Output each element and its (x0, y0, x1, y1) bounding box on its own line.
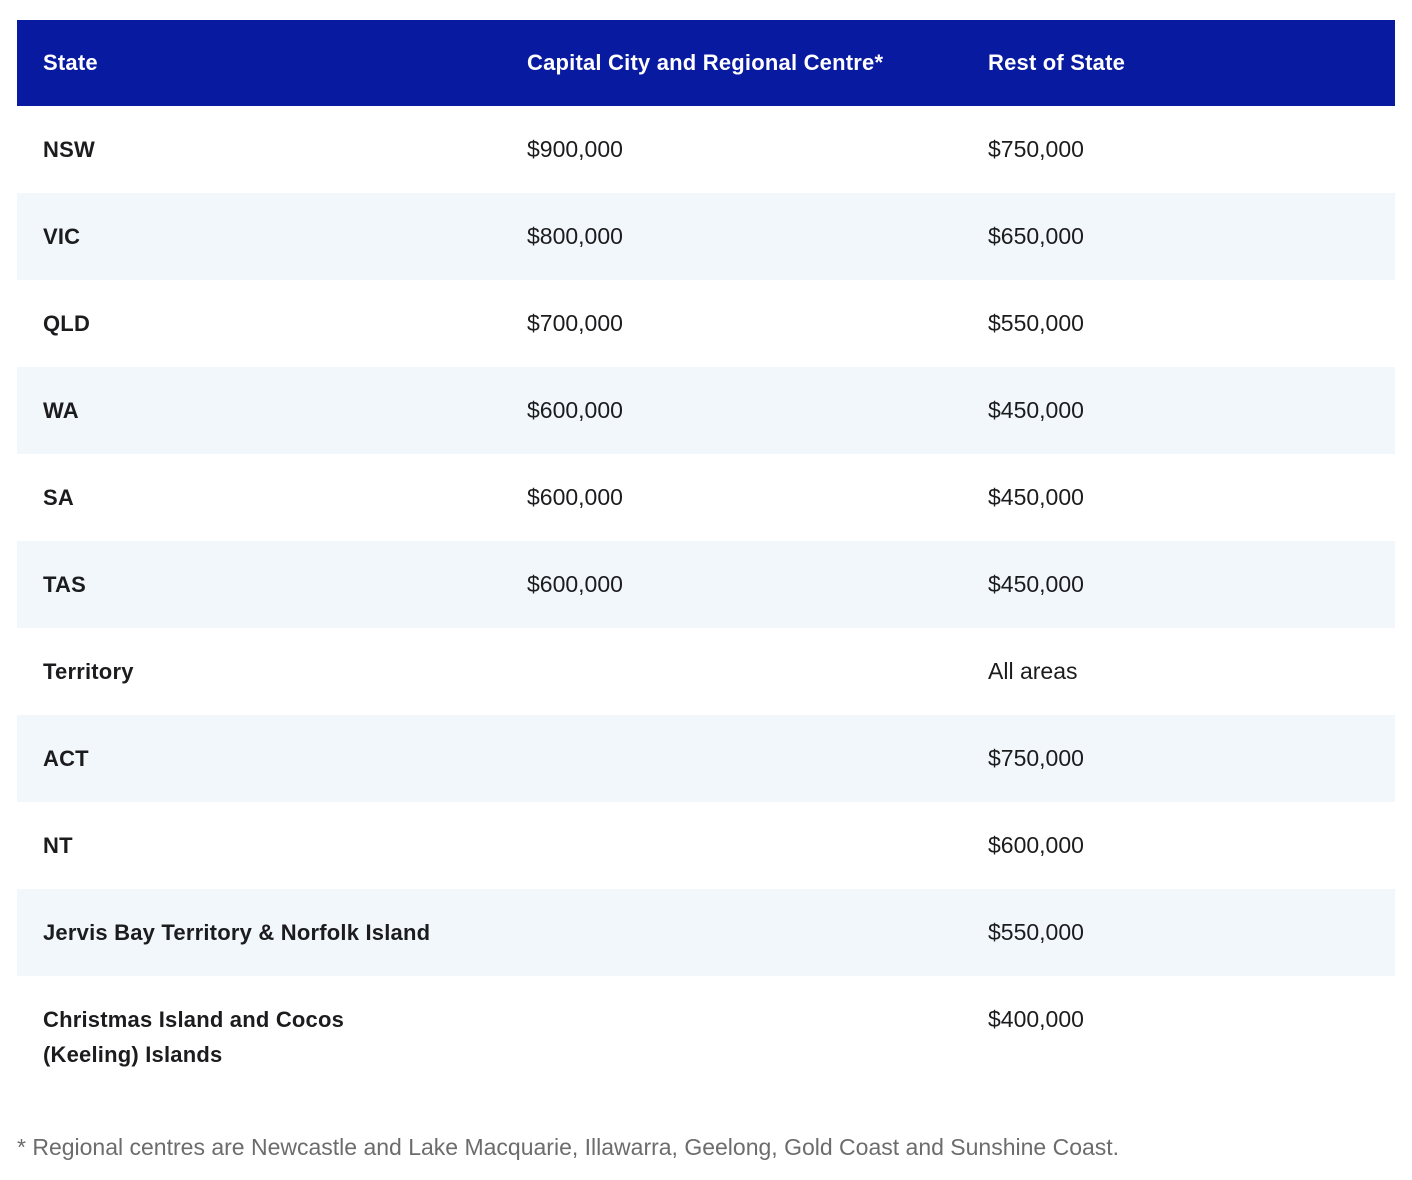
table-row: QLD $700,000 $550,000 (17, 280, 1395, 367)
state-cell: QLD (43, 311, 91, 336)
rest-of-state-cell: All areas (988, 658, 1078, 684)
state-cell: NT (43, 833, 73, 858)
state-cell: ACT (43, 746, 89, 771)
capital-city-cell (501, 628, 962, 715)
table-row: VIC $800,000 $650,000 (17, 193, 1395, 280)
table-row: TAS $600,000 $450,000 (17, 541, 1395, 628)
table-row: Territory All areas (17, 628, 1395, 715)
capital-city-cell: $700,000 (527, 310, 623, 336)
capital-city-cell: $900,000 (527, 136, 623, 162)
state-cell: Jervis Bay Territory & Norfolk Island (43, 920, 431, 945)
capital-city-cell (501, 715, 962, 802)
rest-of-state-cell: $650,000 (988, 223, 1084, 249)
capital-city-cell: $800,000 (527, 223, 623, 249)
table-row: SA $600,000 $450,000 (17, 454, 1395, 541)
table-row: Christmas Island and Cocos (Keeling) Isl… (17, 976, 1395, 1098)
capital-city-cell (501, 889, 962, 976)
state-cell: TAS (43, 572, 86, 597)
footnote: * Regional centres are Newcastle and Lak… (17, 1134, 1120, 1160)
rest-of-state-cell: $450,000 (988, 571, 1084, 597)
price-caps-table: State Capital City and Regional Centre* … (17, 20, 1395, 1098)
table-row: NT $600,000 (17, 802, 1395, 889)
rest-of-state-cell: $550,000 (988, 919, 1084, 945)
rest-of-state-cell: $550,000 (988, 310, 1084, 336)
table-body: NSW $900,000 $750,000 VIC $800,000 $650,… (17, 106, 1395, 1098)
capital-city-cell: $600,000 (527, 484, 623, 510)
rest-of-state-cell: $750,000 (988, 745, 1084, 771)
rest-of-state-cell: $750,000 (988, 136, 1084, 162)
column-header-rest-of-state: Rest of State (988, 50, 1126, 75)
capital-city-cell (501, 976, 962, 1098)
state-cell: WA (43, 398, 79, 423)
state-cell: SA (43, 485, 74, 510)
state-cell: NSW (43, 137, 95, 162)
state-cell: VIC (43, 224, 81, 249)
column-header-capital-city: Capital City and Regional Centre* (527, 50, 884, 75)
state-cell: Territory (43, 659, 134, 684)
header-row: State Capital City and Regional Centre* … (17, 20, 1395, 106)
capital-city-cell: $600,000 (527, 397, 623, 423)
table-row: NSW $900,000 $750,000 (17, 106, 1395, 193)
table-row: ACT $750,000 (17, 715, 1395, 802)
rest-of-state-cell: $400,000 (988, 1006, 1084, 1032)
rest-of-state-cell: $600,000 (988, 832, 1084, 858)
table-row: WA $600,000 $450,000 (17, 367, 1395, 454)
state-cell: Christmas Island and Cocos (Keeling) Isl… (43, 1007, 345, 1067)
table-header: State Capital City and Regional Centre* … (17, 20, 1395, 106)
capital-city-cell (501, 802, 962, 889)
rest-of-state-cell: $450,000 (988, 484, 1084, 510)
table-row: Jervis Bay Territory & Norfolk Island $5… (17, 889, 1395, 976)
column-header-state: State (43, 50, 98, 75)
capital-city-cell: $600,000 (527, 571, 623, 597)
rest-of-state-cell: $450,000 (988, 397, 1084, 423)
